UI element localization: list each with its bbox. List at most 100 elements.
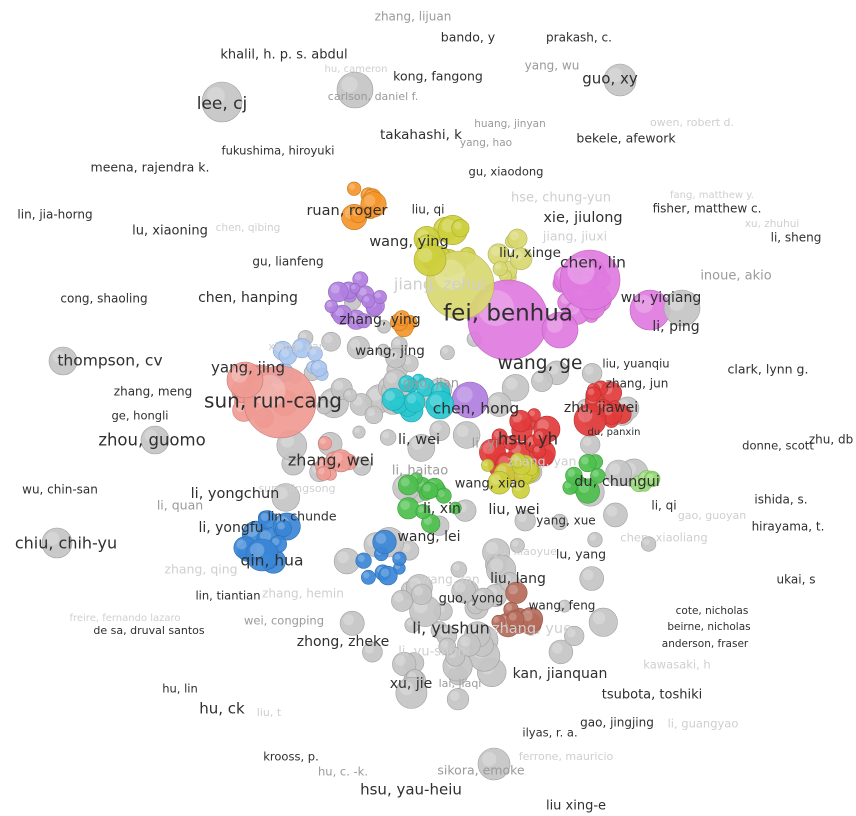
author-label[interactable]: jiang, zehui	[393, 275, 486, 294]
author-node-major[interactable]	[603, 63, 637, 97]
author-label[interactable]: hirayama, t.	[752, 520, 825, 534]
author-node[interactable]	[316, 465, 332, 481]
author-node-major[interactable]	[573, 403, 607, 437]
author-label[interactable]: zhang, meng	[114, 385, 192, 399]
author-node[interactable]	[531, 370, 553, 392]
author-label[interactable]: wang, feng	[529, 599, 596, 613]
author-label[interactable]: qin, hua	[241, 552, 304, 570]
author-node[interactable]	[364, 405, 383, 425]
author-node-major[interactable]	[201, 81, 243, 123]
author-label[interactable]: tsubota, toshiki	[602, 688, 702, 703]
author-label[interactable]: du, panxin	[588, 427, 641, 438]
author-label[interactable]: zhong, zheke	[297, 634, 390, 650]
author-node[interactable]	[258, 510, 277, 529]
author-node[interactable]	[505, 581, 528, 604]
author-label[interactable]: lu, yang	[556, 547, 606, 562]
author-node[interactable]	[327, 281, 349, 303]
author-label[interactable]: zhang, hemin	[262, 587, 344, 601]
author-node[interactable]	[310, 360, 328, 377]
author-label[interactable]: chiu, chih-yu	[15, 534, 117, 553]
author-label[interactable]: beirne, nicholas	[667, 621, 750, 633]
author-node[interactable]	[372, 290, 387, 305]
author-node[interactable]	[486, 392, 512, 417]
author-label[interactable]: sun, dingsong	[258, 482, 335, 495]
author-node[interactable]	[377, 319, 391, 334]
author-node[interactable]	[492, 261, 508, 277]
author-label[interactable]: zhou, guomo	[98, 431, 205, 450]
author-node[interactable]	[385, 347, 407, 369]
author-node[interactable]	[407, 434, 436, 462]
author-node[interactable]	[324, 299, 338, 313]
author-node-major[interactable]	[629, 289, 671, 331]
author-label[interactable]: hu, cameron	[325, 64, 388, 75]
author-label[interactable]: clark, lynn g.	[728, 362, 809, 377]
author-label[interactable]: sun, run-cang	[204, 389, 342, 413]
author-node[interactable]	[421, 513, 441, 534]
author-label[interactable]: bekele, afework	[576, 131, 676, 146]
author-node-major[interactable]	[477, 747, 511, 781]
author-node-major[interactable]	[413, 243, 447, 277]
author-label[interactable]: liu, lang	[490, 571, 546, 587]
author-node[interactable]	[415, 504, 431, 520]
author-label[interactable]: wang, ge	[498, 353, 583, 374]
author-node[interactable]	[397, 474, 419, 496]
author-node-major[interactable]	[41, 527, 73, 559]
author-label[interactable]: hu, ck	[199, 700, 245, 718]
author-label[interactable]: kong, fangong	[393, 69, 483, 84]
author-label[interactable]: owen, robert d.	[650, 116, 734, 129]
author-label[interactable]: li, guangyao	[668, 717, 739, 731]
author-label[interactable]: wang, jing	[355, 343, 425, 359]
author-label[interactable]: li, yushun	[412, 619, 489, 638]
author-node[interactable]	[395, 677, 428, 709]
author-label[interactable]: guo, yong	[439, 592, 504, 607]
author-node[interactable]	[450, 561, 467, 578]
author-label[interactable]: khalil, h. p. s. abdul	[220, 48, 347, 63]
author-node[interactable]	[640, 536, 657, 552]
author-node[interactable]	[551, 513, 568, 531]
author-node[interactable]	[346, 336, 371, 360]
author-node[interactable]	[398, 375, 416, 393]
author-node[interactable]	[404, 391, 426, 413]
author-label[interactable]: li, haitao	[392, 464, 448, 479]
author-node[interactable]	[548, 639, 574, 665]
author-label[interactable]: du, chungui	[574, 474, 660, 490]
author-label[interactable]: li, yi	[472, 437, 499, 452]
author-label[interactable]: gao, jingjing	[580, 716, 654, 730]
author-label[interactable]: carlson, daniel f.	[328, 90, 418, 103]
author-node[interactable]	[511, 480, 530, 499]
author-label[interactable]: gao, guoyan	[678, 509, 746, 522]
author-node[interactable]	[392, 651, 417, 677]
author-node-major[interactable]	[336, 71, 374, 109]
author-label[interactable]: li, qi	[651, 499, 676, 513]
author-node[interactable]	[451, 219, 470, 238]
author-node[interactable]	[378, 565, 398, 586]
author-label[interactable]: yang, xue	[536, 514, 595, 528]
author-node-major[interactable]	[48, 346, 78, 376]
author-node[interactable]	[352, 271, 369, 288]
author-label[interactable]: liu, qi	[412, 203, 445, 217]
author-label[interactable]: de sa, druval santos	[93, 624, 204, 637]
author-node[interactable]	[449, 501, 462, 515]
author-label[interactable]: li, yu-shun	[398, 645, 466, 660]
author-label[interactable]: hsu, yh	[498, 430, 558, 449]
author-node[interactable]	[394, 310, 410, 326]
author-node[interactable]	[350, 206, 367, 224]
author-node[interactable]	[578, 454, 597, 473]
author-node-major[interactable]	[541, 311, 579, 349]
author-label[interactable]: zhu, db	[809, 433, 853, 447]
author-node-major[interactable]	[226, 361, 264, 399]
author-label[interactable]: hsu, yau-heiu	[360, 781, 462, 799]
author-node[interactable]	[352, 425, 366, 439]
author-node[interactable]	[558, 599, 571, 613]
author-node[interactable]	[352, 456, 372, 476]
author-label[interactable]: chen, qibing	[216, 222, 281, 234]
author-label[interactable]: li, yongfu	[198, 520, 263, 536]
author-label[interactable]: liu xing-e	[546, 799, 606, 814]
author-label[interactable]: ruan, roger	[306, 203, 387, 219]
author-node[interactable]	[605, 459, 632, 487]
author-label[interactable]: xu, zhuhui	[745, 218, 800, 230]
author-label[interactable]: yang, hao	[460, 137, 512, 149]
author-node[interactable]	[372, 529, 397, 555]
